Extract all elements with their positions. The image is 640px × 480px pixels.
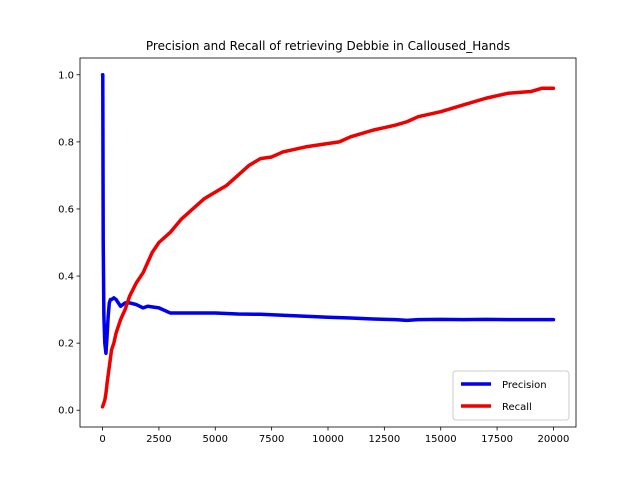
y-tick-label: 0.6 (58, 204, 74, 215)
y-tick-label: 0.8 (58, 137, 74, 148)
x-tick-label: 12500 (368, 434, 400, 445)
y-tick-label: 0.4 (58, 272, 74, 283)
series-layer (100, 73, 556, 409)
chart-title: Precision and Recall of retrieving Debbi… (146, 39, 510, 53)
x-tick-label: 10000 (312, 434, 344, 445)
y-tick-label: 0.0 (58, 406, 74, 417)
legend: Precision Recall (452, 370, 570, 421)
x-tick-label: 15000 (425, 434, 457, 445)
legend-precision-label: Precision (502, 380, 547, 391)
legend-recall-label: Recall (502, 402, 532, 413)
y-tick-label: 1.0 (58, 70, 74, 81)
x-tick-label: 2500 (146, 434, 171, 445)
x-tick-label: 20000 (538, 434, 570, 445)
x-tick-label: 5000 (203, 434, 228, 445)
plot-frame (79, 57, 577, 428)
x-axis: 0 2500 5000 7500 10000 12500 15000 17500 20000 (99, 427, 569, 445)
y-tick-label: 0.2 (58, 339, 74, 350)
x-tick-label: 17500 (481, 434, 513, 445)
y-axis: 0.0 0.2 0.4 0.6 0.8 1.0 (58, 70, 80, 417)
x-tick-label: 0 (99, 434, 105, 445)
series-line-precision (100, 73, 556, 355)
series-line-recall (100, 86, 556, 409)
x-tick-label: 7500 (259, 434, 284, 445)
